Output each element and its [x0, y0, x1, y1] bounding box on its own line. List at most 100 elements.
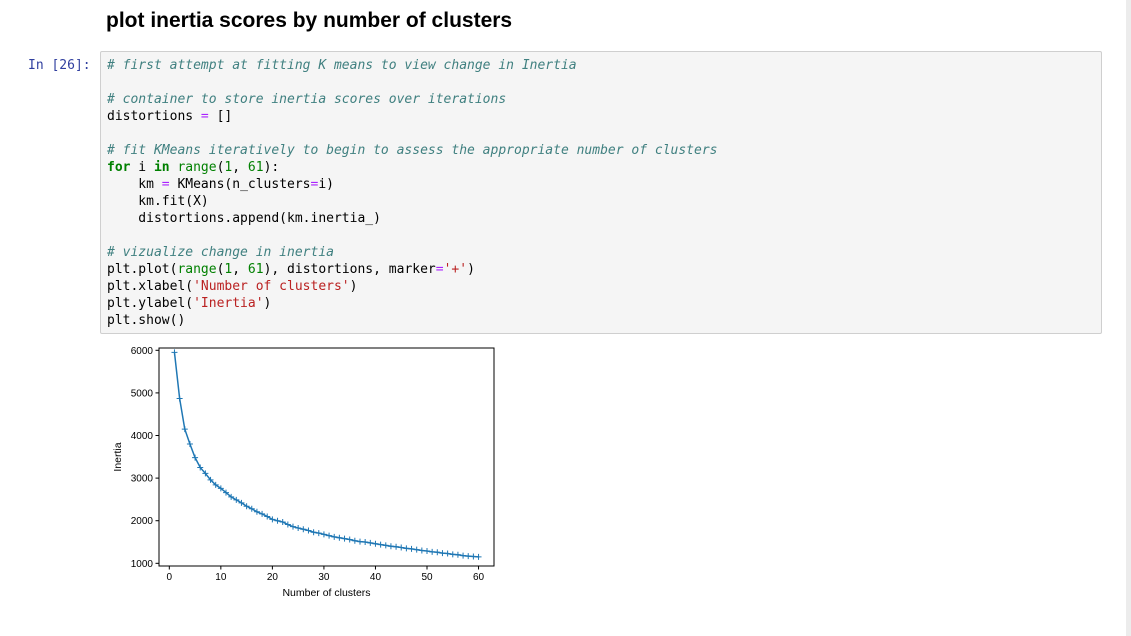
y-tick-label: 1000: [131, 559, 154, 570]
data-point: [171, 349, 178, 356]
x-tick-label: 10: [215, 572, 227, 583]
code-line: for i in range(1, 61):: [107, 160, 279, 175]
section-heading: plot inertia scores by number of cluster…: [106, 9, 513, 32]
data-point: [259, 510, 266, 517]
code-token: plt.ylabel(: [107, 296, 194, 311]
data-point: [362, 539, 369, 546]
code-token: ,: [232, 160, 248, 175]
data-point: [439, 550, 446, 557]
code-token: '+': [443, 262, 468, 277]
data-point: [460, 552, 467, 559]
code-token: i: [130, 160, 154, 175]
data-point: [424, 547, 430, 554]
data-point: [398, 544, 405, 551]
x-axis-label: Number of clusters: [282, 587, 370, 599]
data-point: [336, 534, 343, 541]
data-point: [387, 543, 394, 550]
scrollbar-edge: [1126, 0, 1131, 636]
code-line: # container to store inertia scores over…: [107, 92, 506, 107]
code-token: (: [216, 262, 225, 277]
code-token: plt.xlabel(: [107, 279, 194, 294]
code-token: # vizualize change in inertia: [107, 245, 334, 260]
x-tick-label: 60: [473, 572, 485, 583]
data-point: [202, 470, 209, 477]
code-line: plt.xlabel('Number of clusters'): [107, 279, 357, 294]
data-point: [403, 545, 410, 552]
data-point: [243, 503, 250, 510]
code-token: []: [208, 109, 233, 124]
data-point: [300, 526, 307, 533]
data-point: [269, 516, 276, 523]
y-tick-label: 3000: [131, 474, 154, 485]
data-point: [475, 553, 482, 560]
data-point: [248, 505, 255, 512]
code-token: plt.plot(: [107, 262, 178, 277]
data-point: [207, 476, 214, 483]
code-token: =: [310, 177, 319, 192]
data-point: [295, 524, 302, 531]
code-line: km.fit(X): [107, 194, 208, 209]
data-point: [305, 527, 312, 534]
data-point: [217, 485, 224, 492]
code-token: range: [177, 262, 217, 277]
code-token: range: [177, 160, 217, 175]
code-token: for: [107, 160, 131, 175]
x-tick-label: 30: [318, 572, 330, 583]
code-line: plt.plot(range(1, 61), distortions, mark…: [107, 262, 475, 277]
code-token: ), distortions, marker: [263, 262, 436, 277]
code-line: distortions.append(km.inertia_): [107, 211, 381, 226]
code-cell-input[interactable]: # first attempt at fitting K means to vi…: [100, 51, 1102, 334]
code-token: ): [467, 262, 475, 277]
code-token: (: [216, 160, 225, 175]
y-tick-label: 5000: [131, 388, 154, 399]
y-tick-label: 4000: [131, 431, 154, 442]
code-line: distortions = []: [107, 109, 232, 124]
y-tick-label: 6000: [131, 346, 154, 357]
data-point: [274, 517, 281, 524]
data-point: [413, 546, 420, 553]
code-token: 'Inertia': [193, 296, 264, 311]
data-point: [326, 532, 333, 539]
data-point: [284, 521, 291, 528]
code-token: 61: [247, 160, 264, 175]
data-point: [382, 542, 389, 549]
data-point: [418, 547, 425, 554]
data-point: [357, 538, 363, 545]
data-point: [320, 531, 327, 538]
data-point: [233, 496, 240, 503]
code-token: i): [318, 177, 334, 192]
code-token: in: [153, 160, 170, 175]
series-markers: [171, 349, 482, 560]
plot-area: [158, 347, 495, 567]
code-token: 1: [224, 160, 233, 175]
code-token: ): [349, 279, 358, 294]
data-point: [470, 553, 477, 560]
code-token: distortions: [107, 109, 201, 124]
code-editor[interactable]: # first attempt at fitting K means to vi…: [107, 57, 717, 329]
code-line: plt.show(): [107, 313, 185, 328]
data-point: [393, 543, 400, 550]
data-point: [315, 530, 322, 537]
data-point: [228, 493, 235, 500]
data-point: [429, 548, 436, 555]
data-point: [253, 508, 260, 515]
data-point: [310, 529, 317, 536]
data-point: [449, 551, 456, 558]
data-point: [279, 518, 286, 525]
data-point: [290, 523, 296, 530]
y-axis-ticks: 1000 2000 3000 4000 5000 6000: [131, 346, 159, 570]
code-token: =: [200, 109, 209, 124]
data-point: [351, 537, 358, 544]
data-point: [186, 441, 193, 448]
y-tick-label: 2000: [131, 516, 154, 527]
cell-prompt: In [26]:: [28, 58, 91, 73]
code-token: 'Number of clusters': [193, 279, 350, 294]
inertia-line-chart: 0 10 20 30 40 50 60 1000 2000 3000 4000 5000 6000 N…: [112, 346, 495, 599]
code-token: 1: [224, 262, 233, 277]
x-axis-ticks: 0 10 20 30 40 50 60: [167, 566, 485, 583]
data-point: [465, 553, 472, 560]
data-point: [197, 464, 204, 471]
code-token: # first attempt at fitting K means to vi…: [107, 58, 577, 73]
code-token: ):: [263, 160, 280, 175]
data-point: [223, 489, 229, 496]
